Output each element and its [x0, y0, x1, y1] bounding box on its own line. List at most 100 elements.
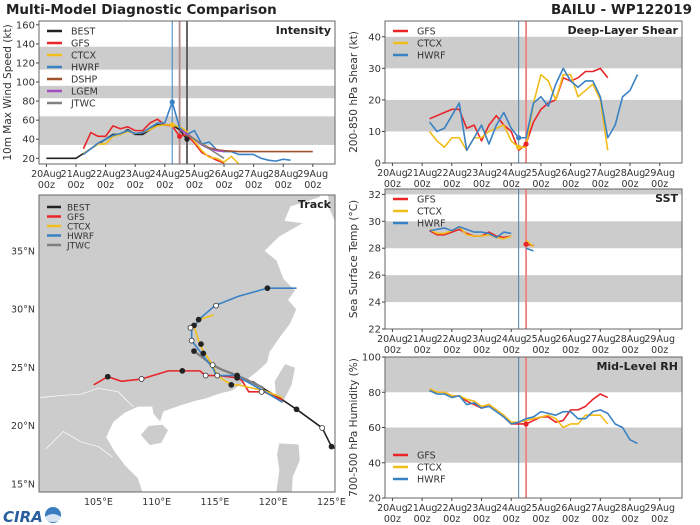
track-point-hwrf [188, 337, 195, 344]
x-tick-label-day: 27Aug [585, 168, 616, 179]
track-point-best [319, 425, 326, 431]
lat-tick-label: 15°N [11, 479, 35, 490]
lon-tick-label: 115°E [201, 497, 230, 508]
x-tick-label-hour: 00z [562, 179, 579, 190]
track-point-ctcx [198, 341, 204, 347]
legend-label: CTCX [67, 223, 91, 233]
gray-band [385, 357, 682, 393]
legend-label: GFS [417, 195, 436, 206]
cira-logo: CIRA [3, 507, 61, 525]
series-line-jtwc [186, 133, 225, 159]
x-tick-label-day: 23Aug [120, 169, 151, 180]
x-tick-label-hour: 00z [443, 514, 460, 525]
x-tick-label-day: 20Aug [377, 168, 408, 179]
panel-title: Intensity [276, 24, 331, 37]
panel-mid-level-rh: 2040608010020Aug00z21Aug00z22Aug00z23Aug… [348, 353, 683, 525]
x-tick-label-hour: 00z [473, 345, 490, 356]
track-point-best [293, 406, 300, 413]
plot-area [385, 189, 682, 329]
panel-intensity: 2040608010012014016020Aug00z21Aug00z22Au… [2, 20, 336, 191]
x-tick-label-hour: 00z [67, 180, 84, 191]
legend-label: BEST [67, 204, 91, 214]
x-tick-label-hour: 00z [414, 514, 431, 525]
y-tick-label: 80 [22, 97, 35, 108]
y-tick-label: 32 [368, 190, 381, 201]
x-tick-label-hour: 00z [503, 514, 520, 525]
legend-label: GFS [71, 39, 90, 50]
x-tick-label-hour: 00z [562, 345, 579, 356]
legend-label: JTWC [70, 99, 96, 110]
lon-tick-label: 120°E [259, 497, 288, 508]
x-tick-label-day: 24Aug [149, 169, 180, 180]
marker-hwrf [516, 135, 522, 141]
series-line-hwrf [429, 225, 512, 239]
track-line-gfs [93, 370, 283, 401]
border-line [40, 387, 134, 408]
legend-label: HWRF [417, 219, 446, 230]
panel-title: SST [655, 192, 678, 205]
x-tick-label-day: 26Aug [209, 169, 240, 180]
x-tick-label-day: 21Aug [61, 169, 92, 180]
x-tick-label-hour: 00z [621, 514, 638, 525]
x-tick-label-hour: 00z [97, 180, 114, 191]
land-luzon [275, 442, 301, 492]
series-line-ctcx [429, 225, 512, 240]
x-tick-label-hour: 00z [127, 180, 144, 191]
forecast-line-ctcx [525, 239, 535, 248]
x-tick-label-hour: 00z [562, 514, 579, 525]
y-tick-label: 100 [362, 353, 381, 364]
legend-label: BEST [71, 27, 96, 38]
x-tick-label-hour: 00z [473, 179, 490, 190]
x-tick-label-day: 27Aug [238, 169, 269, 180]
y-tick-label: 160 [16, 20, 35, 31]
land-hainan [139, 424, 169, 446]
gray-band [385, 221, 682, 249]
panel-track: 15°N 20°N 25°N 30°N 35°N 105°E 110°E 115°E 120°E… [11, 194, 346, 508]
legend-label: HWRF [417, 51, 446, 62]
plot-frame [38, 20, 336, 165]
x-tick-label-hour: 00z [651, 345, 668, 356]
y-tick-label: 60 [368, 423, 381, 434]
legend-label: JTWC [66, 242, 90, 252]
x-tick-label-day: 28Aug [615, 168, 646, 179]
y-tick-label: 20 [368, 95, 381, 106]
lat-tick-label: 35°N [11, 246, 35, 257]
x-tick-label-hour: 00z [532, 179, 549, 190]
x-tick-label-day: 27Aug [585, 503, 616, 514]
x-tick-label-hour: 00z [186, 180, 203, 191]
land-taiwan [274, 363, 296, 405]
x-tick-label-day: 28Aug [268, 169, 299, 180]
y-axis-label: 10m Max Wind Speed (kt) [2, 24, 14, 160]
x-tick-label-hour: 00z [621, 345, 638, 356]
x-tick-label-hour: 00z [473, 514, 490, 525]
legend-label: LGEM [71, 87, 98, 98]
x-tick-label-day: 22Aug [437, 503, 468, 514]
x-tick-label-hour: 00z [651, 514, 668, 525]
main-title: Multi-Model Diagnostic Comparison [6, 2, 277, 18]
x-tick-label-day: 20Aug [377, 503, 408, 514]
gray-band [385, 36, 682, 69]
x-tick-label-day: 26Aug [555, 168, 586, 179]
track-point-hwrf [200, 350, 207, 357]
marker-hwrf [169, 99, 175, 105]
series-line-ctcx [82, 124, 240, 165]
gray-band [385, 427, 682, 463]
track-point-ctcx [228, 381, 235, 388]
logo-text: CIRA [3, 508, 43, 525]
y-axis-label: 700-500 hPa Humidity (%) [348, 358, 360, 497]
y-tick-label: 30 [368, 217, 381, 228]
y-tick-label: 40 [368, 32, 381, 43]
track-point-hwrf [187, 324, 194, 331]
lon-tick-label: 125°E [317, 497, 346, 508]
track-point-gfs [138, 376, 145, 382]
track-point-jtwc [191, 348, 197, 354]
x-tick-label-hour: 00z [275, 180, 292, 191]
x-tick-label-day: 26Aug [555, 503, 586, 514]
x-tick-label-day: 23Aug [466, 503, 497, 514]
legend-label: CTCX [71, 51, 97, 62]
panel-title: Track [298, 198, 332, 211]
x-tick-label-hour: 00z [245, 180, 262, 191]
